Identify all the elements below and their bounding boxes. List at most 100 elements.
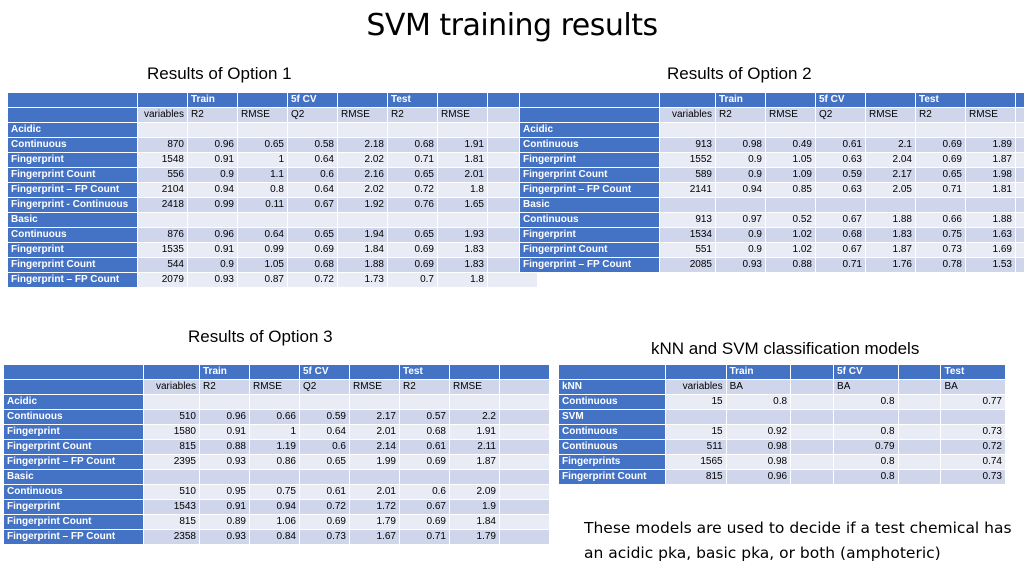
column-header: RMSE: [865, 107, 916, 123]
corner-cell: [3, 364, 144, 380]
data-cell: 0.8: [833, 424, 899, 440]
table-cell: [1015, 227, 1024, 243]
table-cell: [1015, 107, 1024, 123]
header-cell: [437, 92, 488, 108]
table-cell: [237, 212, 288, 228]
data-cell: 0.98: [715, 137, 766, 153]
data-cell: 0.96: [199, 409, 250, 425]
table-row: Fingerprint Count 544 0.9 1.05 0.68 1.88 0.69 1…: [7, 257, 538, 273]
data-cell: 0.99: [187, 197, 238, 213]
data-cell: 2.11: [449, 439, 500, 455]
group-header-cv: 5f CV: [833, 364, 899, 380]
table-cell: [725, 409, 792, 425]
option1-results-table: Train 5f CV Test variables R2 RMSE Q2 RMSE R2 RMS…: [7, 92, 538, 288]
column-header: RMSE: [349, 379, 400, 395]
data-cell: 1.76: [865, 257, 916, 273]
row-label: kNN: [557, 379, 667, 395]
data-cell: 0.9: [715, 227, 766, 243]
data-cell: 0.76: [387, 197, 438, 213]
group-header-row: Train 5f CV Test: [7, 92, 538, 108]
row-label: Fingerprint – FP Count: [519, 182, 660, 198]
data-cell: 0.64: [299, 424, 350, 440]
data-cell: 0.69: [399, 514, 450, 530]
header-cell: [865, 92, 916, 108]
data-cell: 0.72: [287, 272, 338, 288]
row-label: Basic: [3, 469, 144, 485]
row-label: Fingerprint Count: [3, 514, 144, 530]
column-header: Q2: [299, 379, 350, 395]
group-header-cv: 5f CV: [287, 92, 338, 108]
header-cell: [965, 92, 1016, 108]
table-row: Continuous 510 0.96 0.66 0.59 2.17 0.57 2.2: [3, 409, 550, 425]
column-header-row: variables R2 RMSE Q2 RMSE R2 RMSE: [519, 107, 1024, 123]
data-cell: 0.64: [287, 152, 338, 168]
data-cell: 0.66: [915, 212, 966, 228]
table-row: Fingerprint 1534 0.9 1.02 0.68 1.83 0.75 1.63: [519, 227, 1024, 243]
note-text: These models are used to decide if a tes…: [584, 519, 1012, 562]
data-cell: 0.72: [387, 182, 438, 198]
group-header-row: Train 5f CV Test: [519, 92, 1024, 108]
data-cell: 0.9: [187, 257, 238, 273]
table-row: Fingerprint – FP Count 2079 0.93 0.87 0.72 1.…: [7, 272, 538, 288]
table-row: Fingerprint Count 556 0.9 1.1 0.6 2.16 0.65 2.0…: [7, 167, 538, 183]
data-cell: 2104: [137, 182, 188, 198]
row-label: Fingerprint: [7, 152, 138, 168]
header-cell: [499, 364, 550, 380]
data-cell: 0.75: [249, 484, 300, 500]
table-cell: [865, 122, 916, 138]
table-cell: [1015, 182, 1024, 198]
data-cell: [897, 424, 942, 440]
data-cell: 0.6: [299, 439, 350, 455]
header-cell: [1015, 92, 1024, 108]
data-cell: 1.84: [449, 514, 500, 530]
table-row: Acidic: [519, 122, 1024, 138]
data-cell: 1.02: [765, 242, 816, 258]
data-cell: 511: [665, 439, 727, 455]
data-cell: [897, 379, 942, 395]
row-label: Fingerprint Count: [7, 167, 138, 183]
row-label: Basic: [7, 212, 138, 228]
data-cell: 0.65: [287, 227, 338, 243]
corner-cell: [7, 92, 138, 108]
table-cell: [815, 122, 866, 138]
data-cell: 1.19: [249, 439, 300, 455]
knn-svm-caption: kNN and SVM classification models: [651, 339, 920, 358]
table-cell: [399, 469, 450, 485]
row-label: Acidic: [7, 122, 138, 138]
table-cell: [499, 394, 550, 410]
data-cell: 1.05: [237, 257, 288, 273]
table-row: Fingerprint – FP Count 2141 0.94 0.85 0.63 2.…: [519, 182, 1024, 198]
table-cell: [399, 394, 450, 410]
data-cell: 1.05: [765, 152, 816, 168]
data-cell: 1.94: [337, 227, 388, 243]
data-cell: 0.69: [399, 454, 450, 470]
data-cell: 1.79: [349, 514, 400, 530]
row-label: Continuous: [557, 439, 667, 455]
column-header: R2: [387, 107, 438, 123]
table-row: Fingerprint Count 589 0.9 1.09 0.59 2.17 0.65 1…: [519, 167, 1024, 183]
data-cell: 0.8: [833, 394, 899, 410]
table-cell: [287, 122, 338, 138]
data-cell: 0.88: [199, 439, 250, 455]
data-cell: 2.16: [337, 167, 388, 183]
table-cell: [249, 469, 300, 485]
data-cell: [790, 469, 835, 485]
data-cell: 1.79: [449, 529, 500, 545]
option2-caption: Results of Option 2: [667, 64, 812, 83]
table-cell: [1015, 167, 1024, 183]
table-row: Basic: [7, 212, 538, 228]
table-cell: [299, 469, 350, 485]
data-cell: 0.78: [915, 257, 966, 273]
data-cell: 0.57: [399, 409, 450, 425]
data-cell: 15: [665, 394, 727, 410]
data-cell: 551: [659, 242, 716, 258]
data-cell: 0.67: [287, 197, 338, 213]
column-header: RMSE: [337, 107, 388, 123]
table-cell: [833, 409, 899, 425]
table-cell: [499, 529, 550, 545]
data-cell: 1.83: [437, 257, 488, 273]
data-cell: 0.69: [915, 152, 966, 168]
group-header-cv: 5f CV: [815, 92, 866, 108]
option2-results-table: Train 5f CV Test variables R2 RMSE Q2 RMSE R2 RMS…: [519, 92, 1024, 273]
table-row: Fingerprint - Continuous 2418 0.99 0.11 0.67…: [7, 197, 538, 213]
